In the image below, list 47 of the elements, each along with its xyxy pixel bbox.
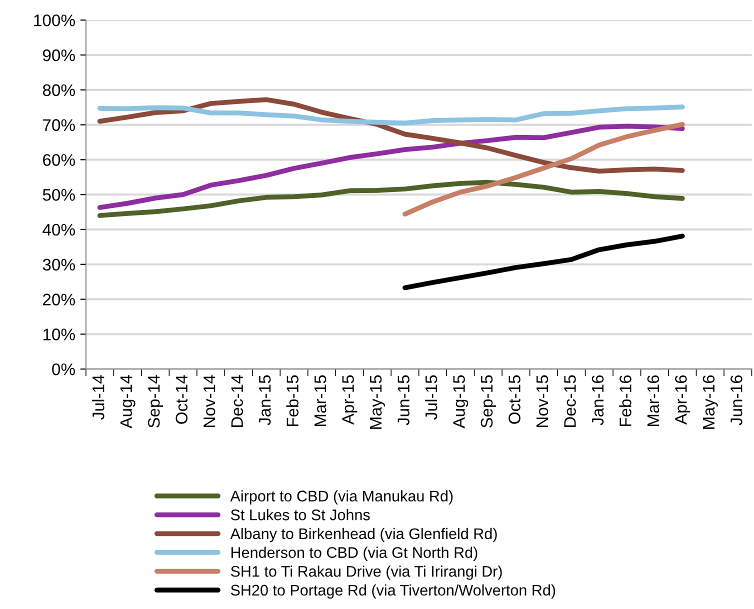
x-tick-label: Aug-14	[120, 375, 136, 428]
x-tick-label: Feb-15	[286, 375, 298, 426]
legend-label: Albany to Birkenhead (via Glenfield Rd)	[230, 528, 497, 542]
x-tick-label: Jul-14	[92, 375, 104, 420]
x-tick-label: Jan-16	[592, 375, 604, 426]
x-tick-label: Nov-14	[204, 375, 216, 427]
x-tick-label: Mar-15	[314, 375, 326, 426]
x-tick-label: Jun-15	[398, 375, 410, 426]
legend-label: SH1 to Ti Rakau Drive (via Ti Irirangi Dr)	[230, 566, 502, 580]
y-tick-label: 10%	[43, 328, 75, 340]
x-tick-label: Nov-15	[536, 375, 548, 427]
x-tick-label: Dec-15	[564, 375, 576, 427]
legend-label: Henderson to CBD (via Gt North Rd)	[232, 546, 478, 561]
x-tick-label: May-15	[370, 375, 386, 429]
legend-label: SH20 to Portage Rd (via Tiverton/Wolverton Rd)	[230, 584, 556, 599]
y-tick-label: 80%	[42, 84, 75, 96]
y-tick-label: 30%	[42, 258, 75, 271]
x-tick-label: Jul-15	[424, 375, 438, 420]
legend-label: Airport to CBD (via Manukau Rd)	[230, 490, 453, 505]
x-tick-label: Feb-16	[619, 375, 632, 426]
x-tick-label: Jun-16	[730, 375, 742, 426]
y-tick-label: 70%	[43, 119, 75, 131]
y-tick-label: 40%	[42, 224, 75, 236]
line-series	[402, 122, 685, 217]
x-tick-label: Oct-14	[176, 375, 188, 424]
y-tick-label: 50%	[42, 188, 75, 201]
x-tick-label: Apr-16	[675, 375, 690, 425]
line-series	[97, 97, 685, 174]
line-series	[97, 124, 685, 210]
x-tick-label: Aug-15	[453, 375, 468, 428]
x-tick-label: Apr-15	[342, 375, 358, 425]
y-tick-label: 20%	[43, 294, 75, 306]
line-series	[97, 104, 685, 126]
x-tick-label: Mar-16	[647, 375, 660, 426]
legend-label: St Lukes to St Johns	[230, 509, 370, 520]
x-tick-label: May-16	[702, 375, 718, 429]
x-tick-label: Dec-14	[231, 375, 244, 427]
x-tick-label: Oct-15	[508, 375, 520, 424]
line-series	[97, 180, 685, 218]
x-tick-label: Jan-15	[259, 375, 271, 426]
y-tick-label: 60%	[43, 154, 75, 166]
y-tick-label: 100%	[34, 14, 75, 26]
line-series	[402, 234, 685, 290]
x-tick-label: Sep-14	[148, 375, 164, 428]
y-tick-label: 0%	[52, 363, 75, 376]
y-tick-label: 90%	[42, 49, 75, 62]
x-tick-label: Sep-15	[480, 375, 496, 428]
